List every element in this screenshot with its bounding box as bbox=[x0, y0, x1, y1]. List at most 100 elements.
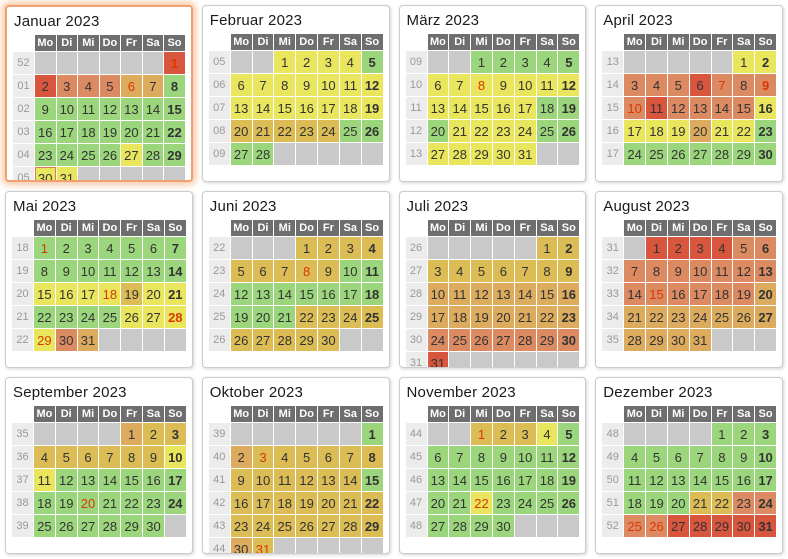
day-cell[interactable]: 29 bbox=[646, 329, 667, 351]
day-cell[interactable]: 10 bbox=[56, 98, 78, 120]
day-cell[interactable]: 22 bbox=[361, 492, 383, 514]
day-cell[interactable]: 2 bbox=[230, 446, 252, 468]
day-cell[interactable]: 12 bbox=[558, 446, 580, 468]
day-cell[interactable]: 6 bbox=[667, 446, 689, 468]
day-cell[interactable]: 8 bbox=[536, 260, 558, 282]
day-cell[interactable]: 3 bbox=[689, 237, 711, 259]
day-cell[interactable]: 16 bbox=[296, 97, 317, 119]
day-cell[interactable]: 4 bbox=[78, 75, 99, 97]
day-cell[interactable]: 17 bbox=[164, 469, 186, 491]
day-cell[interactable]: 4 bbox=[99, 237, 121, 259]
day-cell[interactable]: 14 bbox=[339, 469, 361, 491]
day-cell[interactable]: 20 bbox=[427, 120, 449, 142]
day-cell[interactable]: 31 bbox=[77, 329, 99, 351]
day-cell[interactable]: 3 bbox=[339, 237, 361, 259]
day-cell[interactable]: 23 bbox=[230, 515, 252, 537]
day-cell[interactable]: 18 bbox=[78, 121, 99, 143]
day-cell[interactable]: 14 bbox=[514, 283, 536, 305]
day-cell[interactable]: 28 bbox=[711, 143, 733, 165]
day-cell[interactable]: 6 bbox=[252, 260, 274, 282]
day-cell[interactable]: 20 bbox=[667, 492, 689, 514]
day-cell[interactable]: 9 bbox=[558, 260, 580, 282]
day-cell[interactable]: 27 bbox=[121, 144, 142, 166]
day-cell[interactable]: 6 bbox=[121, 75, 142, 97]
day-cell[interactable]: 20 bbox=[755, 283, 776, 305]
day-cell[interactable]: 15 bbox=[274, 97, 296, 119]
day-cell[interactable]: 19 bbox=[733, 283, 755, 305]
day-cell[interactable]: 11 bbox=[34, 469, 55, 491]
day-cell[interactable]: 6 bbox=[143, 237, 164, 259]
day-cell[interactable]: 12 bbox=[667, 97, 689, 119]
day-cell[interactable]: 5 bbox=[558, 51, 580, 73]
day-cell[interactable]: 18 bbox=[536, 469, 558, 491]
day-cell[interactable]: 18 bbox=[449, 306, 471, 328]
day-cell[interactable]: 21 bbox=[514, 306, 536, 328]
day-cell[interactable]: 22 bbox=[471, 120, 492, 142]
day-cell[interactable]: 29 bbox=[296, 329, 317, 351]
day-cell[interactable]: 11 bbox=[536, 446, 558, 468]
day-cell[interactable]: 27 bbox=[143, 306, 164, 328]
day-cell[interactable]: 28 bbox=[689, 515, 711, 537]
day-cell[interactable]: 15 bbox=[471, 97, 492, 119]
day-cell[interactable]: 28 bbox=[252, 143, 274, 165]
day-cell[interactable]: 21 bbox=[142, 121, 164, 143]
day-cell[interactable]: 1 bbox=[121, 423, 143, 445]
day-cell[interactable]: 2 bbox=[35, 75, 56, 97]
day-cell[interactable]: 12 bbox=[55, 469, 77, 491]
day-cell[interactable]: 7 bbox=[252, 74, 274, 96]
day-cell[interactable]: 30 bbox=[318, 329, 339, 351]
day-cell[interactable]: 26 bbox=[733, 306, 755, 328]
day-cell[interactable]: 25 bbox=[624, 515, 646, 537]
day-cell[interactable]: 28 bbox=[142, 144, 164, 166]
day-cell[interactable]: 21 bbox=[99, 492, 121, 514]
day-cell[interactable]: 21 bbox=[689, 492, 711, 514]
day-cell[interactable]: 7 bbox=[274, 260, 296, 282]
day-cell[interactable]: 20 bbox=[252, 306, 274, 328]
day-cell[interactable]: 29 bbox=[361, 515, 383, 537]
day-cell[interactable]: 28 bbox=[514, 329, 536, 351]
day-cell[interactable]: 17 bbox=[624, 120, 646, 142]
day-cell[interactable]: 12 bbox=[361, 74, 383, 96]
day-cell[interactable]: 7 bbox=[624, 260, 646, 282]
day-cell[interactable]: 11 bbox=[624, 469, 646, 491]
day-cell[interactable]: 6 bbox=[427, 74, 449, 96]
day-cell[interactable]: 12 bbox=[296, 469, 317, 491]
day-cell[interactable]: 8 bbox=[733, 74, 755, 96]
day-cell[interactable]: 26 bbox=[471, 329, 492, 351]
day-cell[interactable]: 30 bbox=[492, 515, 514, 537]
day-cell[interactable]: 12 bbox=[99, 98, 121, 120]
day-cell[interactable]: 1 bbox=[34, 237, 55, 259]
day-cell[interactable]: 6 bbox=[689, 74, 711, 96]
day-cell[interactable]: 19 bbox=[558, 97, 580, 119]
day-cell[interactable]: 1 bbox=[471, 51, 492, 73]
day-cell[interactable]: 26 bbox=[121, 306, 143, 328]
day-cell[interactable]: 5 bbox=[296, 446, 317, 468]
day-cell[interactable]: 29 bbox=[471, 143, 492, 165]
day-cell[interactable]: 12 bbox=[471, 283, 492, 305]
day-cell[interactable]: 10 bbox=[164, 446, 186, 468]
day-cell[interactable]: 5 bbox=[121, 237, 143, 259]
day-cell[interactable]: 22 bbox=[711, 492, 733, 514]
day-cell[interactable]: 19 bbox=[471, 306, 492, 328]
day-cell[interactable]: 25 bbox=[339, 120, 361, 142]
day-cell[interactable]: 4 bbox=[536, 423, 558, 445]
day-cell[interactable]: 1 bbox=[296, 237, 317, 259]
day-cell[interactable]: 8 bbox=[121, 446, 143, 468]
day-cell[interactable]: 15 bbox=[711, 469, 733, 491]
day-cell[interactable]: 18 bbox=[624, 492, 646, 514]
day-cell[interactable]: 14 bbox=[624, 283, 646, 305]
day-cell[interactable]: 5 bbox=[558, 423, 580, 445]
day-cell[interactable]: 19 bbox=[230, 306, 252, 328]
day-cell[interactable]: 14 bbox=[449, 469, 471, 491]
day-cell[interactable]: 17 bbox=[318, 97, 339, 119]
day-cell[interactable]: 29 bbox=[121, 515, 143, 537]
day-cell[interactable]: 4 bbox=[339, 51, 361, 73]
day-cell[interactable]: 31 bbox=[514, 143, 536, 165]
day-cell[interactable]: 28 bbox=[339, 515, 361, 537]
day-cell[interactable]: 1 bbox=[646, 237, 667, 259]
day-cell[interactable]: 25 bbox=[78, 144, 99, 166]
day-cell[interactable]: 22 bbox=[34, 306, 55, 328]
day-cell[interactable]: 13 bbox=[143, 260, 164, 282]
day-cell[interactable]: 10 bbox=[252, 469, 274, 491]
day-cell[interactable]: 2 bbox=[55, 237, 77, 259]
